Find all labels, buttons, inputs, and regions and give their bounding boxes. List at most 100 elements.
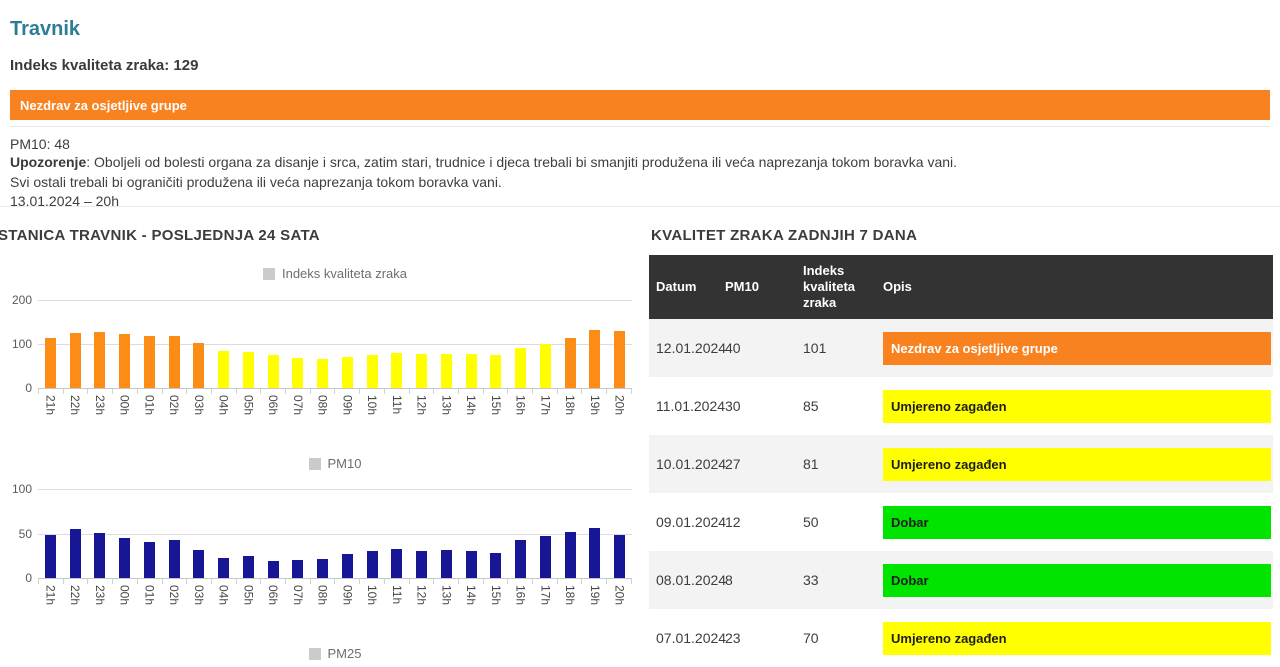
cell-date: 10.01.2024	[656, 456, 727, 472]
hour-label: 00h	[117, 395, 132, 416]
legend-swatch-icon	[262, 267, 275, 280]
x-axis-tick-label: 03h	[187, 585, 212, 619]
hour-label: 17h	[538, 395, 553, 416]
tick-mark	[507, 389, 532, 394]
cell-date: 08.01.2024	[656, 572, 727, 588]
tick-mark	[408, 579, 434, 584]
cell-opis: Umjereno zagađen	[876, 447, 1273, 481]
cell-opis: Umjereno zagađen	[876, 389, 1273, 423]
x-axis-tick-label: 17h	[533, 395, 558, 429]
tick-mark	[186, 579, 211, 584]
tick-mark	[309, 389, 335, 394]
hour-label: 13h	[439, 585, 454, 606]
y-axis-tick-label: 0	[25, 381, 32, 395]
tick-mark	[408, 389, 434, 394]
bar-slot	[137, 336, 162, 388]
bar	[94, 533, 106, 578]
legend-indeks-kvaliteta-zraka: Indeks kvaliteta zraka	[38, 266, 632, 281]
bar	[515, 348, 527, 388]
table-row: 12.01.2024 40 101 Nezdrav za osjetljive gru…	[649, 319, 1273, 377]
x-axis-tick-label: 19h	[583, 395, 608, 429]
hour-label: 13h	[439, 395, 454, 416]
tick-mark	[581, 389, 606, 394]
tick-mark	[62, 389, 88, 394]
x-axis-tick-label: 07h	[286, 395, 311, 429]
cell-pm10: 40	[725, 340, 741, 356]
bar	[416, 354, 428, 388]
y-axis-tick-label: 50	[18, 526, 32, 541]
hour-label: 23h	[92, 395, 107, 416]
hour-label: 00h	[117, 585, 132, 606]
bar-slot	[533, 536, 558, 578]
tick-mark	[235, 579, 261, 584]
status-badge: Umjereno zagađen	[883, 447, 1271, 481]
y-axis-tick-label: 100	[11, 337, 32, 351]
bar-slot	[607, 331, 632, 388]
hour-label: 06h	[266, 395, 281, 416]
last-7-days-table: Datum PM10 Indeks kvaliteta zraka Opis 1…	[649, 255, 1273, 667]
bar	[143, 542, 155, 578]
tick-mark	[87, 579, 112, 584]
y-axis-tick-label: 100	[11, 482, 32, 496]
tick-mark	[532, 579, 557, 584]
bar	[143, 336, 155, 388]
bar-slot	[236, 556, 261, 578]
x-axis-tick-label: 18h	[558, 395, 583, 429]
table-section-title: KVALITET ZRAKA ZADNJIH 7 DANA	[651, 227, 918, 244]
pm10-value-line: PM10: 48	[10, 136, 70, 152]
legend-pm25: PM25	[38, 646, 632, 661]
bar-slot	[137, 542, 162, 578]
tick-mark	[210, 579, 236, 584]
table-row: 11.01.2024 30 85 Umjereno zagađen	[649, 377, 1273, 435]
x-axis-tick-label: 00h	[112, 585, 137, 619]
aqi-chart-plot: 200 100 0	[12, 293, 632, 395]
bar-slot	[335, 554, 360, 578]
bar	[440, 550, 452, 578]
table-header-row: Datum PM10 Indeks kvaliteta zraka Opis	[649, 255, 1273, 319]
bar-slot	[38, 535, 63, 578]
x-axis-tick-label: 12h	[409, 585, 434, 619]
table-body: 12.01.2024 40 101 Nezdrav za osjetljive gru…	[649, 319, 1273, 667]
bar-slot	[162, 336, 187, 388]
gridline	[38, 300, 632, 301]
bar-slot	[187, 343, 212, 388]
hour-label: 08h	[315, 395, 330, 416]
bar	[69, 333, 81, 388]
bar	[168, 336, 180, 388]
bar	[391, 353, 403, 388]
bar	[589, 528, 601, 578]
bar-slot	[558, 532, 583, 578]
legend-swatch-icon	[308, 457, 321, 470]
tick-mark	[334, 389, 359, 394]
bar	[465, 354, 477, 388]
tick-mark	[62, 579, 88, 584]
tick-mark	[136, 579, 162, 584]
x-axis-tick-label: 08h	[310, 395, 335, 429]
bar-slot	[187, 550, 212, 578]
hour-label: 09h	[340, 395, 355, 416]
x-axis-tick-label: 05h	[236, 395, 261, 429]
cell-date: 11.01.2024	[656, 398, 726, 414]
legend-swatch-icon	[308, 647, 321, 660]
hour-label: 19h	[587, 395, 602, 416]
cell-index: 70	[803, 630, 819, 646]
tick-mark	[260, 389, 285, 394]
tick-mark	[556, 579, 582, 584]
legend-label: Indeks kvaliteta zraka	[281, 266, 407, 281]
bar-slot	[88, 332, 113, 388]
hour-label: 18h	[563, 395, 578, 416]
hour-label: 02h	[167, 585, 182, 606]
bar	[366, 355, 378, 388]
bar-slot	[385, 353, 410, 388]
tick-mark	[457, 579, 483, 584]
pm10-chart-plot: 100 50 0	[12, 482, 632, 585]
hour-label: 22h	[68, 395, 83, 416]
hour-label: 22h	[68, 585, 83, 606]
bar	[242, 556, 254, 578]
bar	[119, 334, 131, 388]
hour-label: 17h	[538, 585, 553, 606]
bar-slot	[459, 551, 484, 578]
bar	[614, 535, 626, 578]
bar-slot	[112, 334, 137, 388]
hour-label: 20h	[612, 395, 627, 416]
